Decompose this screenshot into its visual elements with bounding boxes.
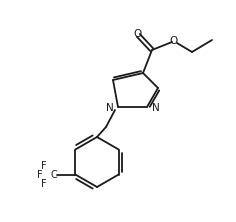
Text: N: N — [152, 103, 160, 113]
Text: F: F — [41, 178, 46, 188]
Text: N: N — [106, 103, 114, 113]
Text: F: F — [41, 161, 46, 170]
Text: C: C — [51, 170, 58, 180]
Text: O: O — [169, 36, 177, 46]
Text: F: F — [37, 170, 42, 180]
Text: O: O — [133, 29, 141, 39]
